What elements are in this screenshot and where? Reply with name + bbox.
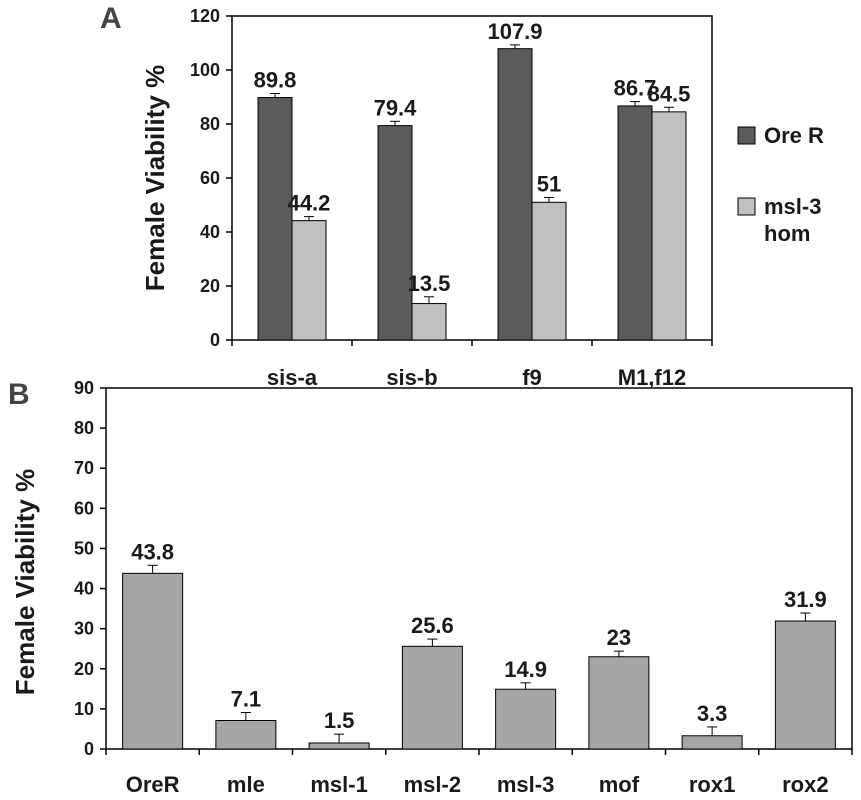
panel-b-bar-orer bbox=[122, 572, 184, 750]
legend-swatch-msl3-hom bbox=[737, 197, 756, 216]
panel-b-bar-msl-1 bbox=[308, 742, 370, 750]
panel-b-ytick-label: 10 bbox=[74, 699, 94, 719]
panel-b-ytick-label: 50 bbox=[74, 538, 94, 558]
panel-a-bar-sis-a-ore-r bbox=[257, 97, 293, 341]
legend-label-msl3-hom: msl-3 hom bbox=[764, 194, 828, 246]
panel-a-ytick-label: 100 bbox=[190, 60, 220, 80]
panel-b-y-axis-label: Female Viability % bbox=[10, 469, 40, 695]
legend-label-ore-r: Ore R bbox=[764, 123, 824, 148]
panel-b-ytick-label: 0 bbox=[84, 739, 94, 759]
panel-a-data-label: 86.7 bbox=[614, 76, 657, 101]
panel-b-bar-msl-3 bbox=[495, 688, 557, 750]
chart-panel-b: B Female Viability % 0 10 20 30 40 50 60 70 80 90… bbox=[8, 378, 853, 797]
panel-b-ytick-label: 60 bbox=[74, 498, 94, 518]
panel-b-xtick-label-mle: mle bbox=[227, 772, 265, 797]
panel-b-xtick-label-rox1: rox1 bbox=[689, 772, 735, 797]
panel-a-data-label: 107.9 bbox=[487, 19, 542, 44]
panel-a-bar-m1-f12-msl-3-hom bbox=[651, 111, 687, 341]
panel-b-bar-rox1 bbox=[681, 735, 743, 750]
panel-a-data-label: 79.4 bbox=[374, 95, 418, 120]
panel-b-xtick-label-msl-1: msl-1 bbox=[310, 772, 367, 797]
panel-b-xtick-label-orer: OreR bbox=[126, 772, 180, 797]
panel-b-data-label: 1.5 bbox=[324, 708, 355, 733]
panel-b-ytick-label: 20 bbox=[74, 659, 94, 679]
panel-a-ytick-label: 120 bbox=[190, 6, 220, 26]
panel-a-ytick-label: 20 bbox=[200, 276, 220, 296]
panel-b-bar-msl-2 bbox=[401, 645, 463, 750]
panel-a-bar-m1-f12-ore-r bbox=[617, 105, 653, 341]
panel-a-ytick-label: 80 bbox=[200, 114, 220, 134]
panel-b-ytick-label: 40 bbox=[74, 579, 94, 599]
panel-a-data-label: 13.5 bbox=[408, 271, 451, 296]
panel-b-xtick-label-msl-2: msl-2 bbox=[404, 772, 461, 797]
panel-b-bar-mof bbox=[588, 656, 650, 750]
legend-swatch-ore-r bbox=[737, 126, 756, 145]
legend-label-msl3-hom-line2: hom bbox=[764, 221, 810, 246]
panel-b-bar-mle bbox=[215, 720, 277, 750]
panel-b-xtick-label-msl-3: msl-3 bbox=[497, 772, 554, 797]
panel-a-bar-sis-b-ore-r bbox=[377, 125, 413, 341]
panel-a-ytick-label: 60 bbox=[200, 168, 220, 188]
panel-b-ytick-label: 90 bbox=[74, 378, 94, 398]
panel-a-ytick-label: 0 bbox=[210, 330, 220, 350]
panel-a-y-axis-label: Female Viability % bbox=[140, 65, 170, 291]
panel-b-plot: 0 10 20 30 40 50 60 70 80 90 OreR 43.8 mle 7.1 msl-1 1.… bbox=[74, 378, 853, 797]
panel-a-data-label: 89.8 bbox=[254, 67, 297, 92]
panel-b-data-label: 31.9 bbox=[784, 587, 827, 612]
panel-a-legend: Ore R msl-3 hom bbox=[737, 123, 828, 246]
panel-a-bar-f9-ore-r bbox=[497, 48, 533, 341]
panel-a-bar-f9-msl-3-hom bbox=[531, 201, 567, 341]
panel-a-data-label: 51 bbox=[537, 171, 561, 196]
panel-a-ytick-label: 40 bbox=[200, 222, 220, 242]
panel-b-data-label: 14.9 bbox=[504, 657, 547, 682]
panel-a-xtick-label-sis-a: sis-a bbox=[267, 365, 318, 390]
panel-a-bar-sis-b-msl-3-hom bbox=[411, 303, 447, 341]
panel-b-data-label: 43.8 bbox=[131, 539, 174, 564]
panel-b-data-label: 3.3 bbox=[697, 701, 728, 726]
panel-a-data-label: 44.2 bbox=[288, 191, 331, 216]
panel-a-bar-sis-a-msl-3-hom bbox=[291, 220, 327, 341]
panel-a-letter: A bbox=[100, 2, 122, 35]
panel-a-plot: 0 20 40 60 80 100 120 sis-a 89.8 44.2 sis-b 79.4 13.… bbox=[190, 6, 713, 390]
panel-b-xtick-label-mof: mof bbox=[599, 772, 640, 797]
legend-label-msl3-hom-line1: msl-3 bbox=[764, 194, 821, 219]
chart-panel-a: A Female Viability % 0 20 40 60 80 100 120 sis-… bbox=[100, 2, 828, 390]
panel-b-ytick-label: 30 bbox=[74, 619, 94, 639]
panel-a-xtick-label-f9: f9 bbox=[522, 365, 542, 390]
panel-b-plot-frame bbox=[105, 387, 853, 750]
panel-b-xtick-label-rox2: rox2 bbox=[782, 772, 828, 797]
panel-b-data-label: 23 bbox=[607, 625, 631, 650]
panel-a-data-label: 84.5 bbox=[648, 81, 691, 106]
panel-b-data-label: 7.1 bbox=[231, 686, 262, 711]
panel-a-xtick-label-m1-f12: M1,f12 bbox=[618, 365, 686, 390]
panel-a-xtick-label-sis-b: sis-b bbox=[386, 365, 437, 390]
panel-b-letter: B bbox=[8, 378, 30, 411]
panel-b-ytick-label: 70 bbox=[74, 458, 94, 478]
panel-b-ytick-label: 80 bbox=[74, 418, 94, 438]
panel-b-bar-rox2 bbox=[774, 620, 836, 750]
panel-b-data-label: 25.6 bbox=[411, 613, 454, 638]
